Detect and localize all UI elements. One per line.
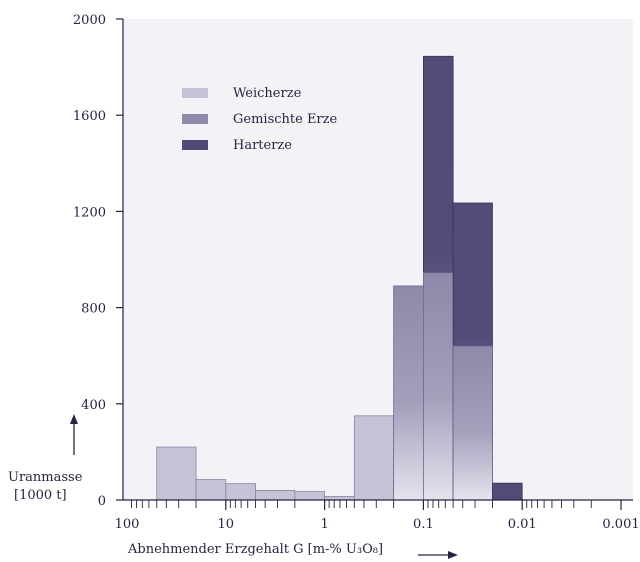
bar-weicherze-2 bbox=[225, 483, 256, 501]
legend-label-harterze: Harterze bbox=[233, 137, 292, 153]
legend-swatch-weicherze bbox=[182, 88, 208, 98]
x-axis-label: Abnehmender Erzgehalt G [m-% U₃O₈] bbox=[128, 542, 384, 557]
x-tick-label-5: 0.001 bbox=[602, 517, 639, 532]
bar-gemischte-erze-8 bbox=[422, 272, 454, 501]
y-axis-label-line2: [1000 t] bbox=[14, 488, 67, 503]
bar-weicherze-0 bbox=[156, 446, 197, 501]
legend-swatch-gemischte-erze bbox=[182, 114, 208, 124]
bar-weicherze-1 bbox=[195, 479, 227, 501]
x-tick-label-0: 100 bbox=[115, 517, 140, 532]
x-tick-label-4: 0.01 bbox=[508, 517, 537, 532]
y-tick-label-3: 1200 bbox=[73, 205, 106, 220]
bar-gemischte-erze-7 bbox=[393, 285, 424, 501]
legend-item-weicherze: Weicherze bbox=[182, 80, 337, 106]
bar-gemischte-erze-9 bbox=[452, 345, 493, 501]
x-tick-label-3: 0.1 bbox=[413, 517, 434, 532]
legend-item-harterze: Harterze bbox=[182, 132, 337, 158]
legend-label-weicherze: Weicherze bbox=[233, 85, 302, 101]
up-arrow bbox=[70, 414, 78, 455]
legend: Weicherze Gemischte Erze Harterze bbox=[182, 80, 337, 158]
legend-item-gemischte-erze: Gemischte Erze bbox=[182, 106, 337, 132]
right-arrow bbox=[418, 551, 458, 559]
y-tick-label-2: 800 bbox=[81, 302, 106, 317]
legend-label-gemischte-erze: Gemischte Erze bbox=[233, 111, 338, 127]
y-tick-label-0: 0 bbox=[98, 494, 106, 509]
bar-weicherze-3 bbox=[255, 489, 296, 501]
y-tick-label-4: 1600 bbox=[73, 109, 106, 124]
x-tick-label-1: 10 bbox=[218, 517, 235, 532]
legend-swatch-harterze bbox=[182, 140, 208, 150]
x-tick-label-2: 1 bbox=[320, 517, 328, 532]
bar-weicherze-6 bbox=[353, 415, 395, 501]
y-axis-label-line1: Uranmasse bbox=[8, 470, 83, 485]
y-tick-label-1: 400 bbox=[81, 398, 106, 413]
y-tick-label-5: 2000 bbox=[73, 13, 106, 28]
bar-harterze-10 bbox=[492, 482, 523, 501]
bar-weicherze-4 bbox=[294, 491, 326, 501]
